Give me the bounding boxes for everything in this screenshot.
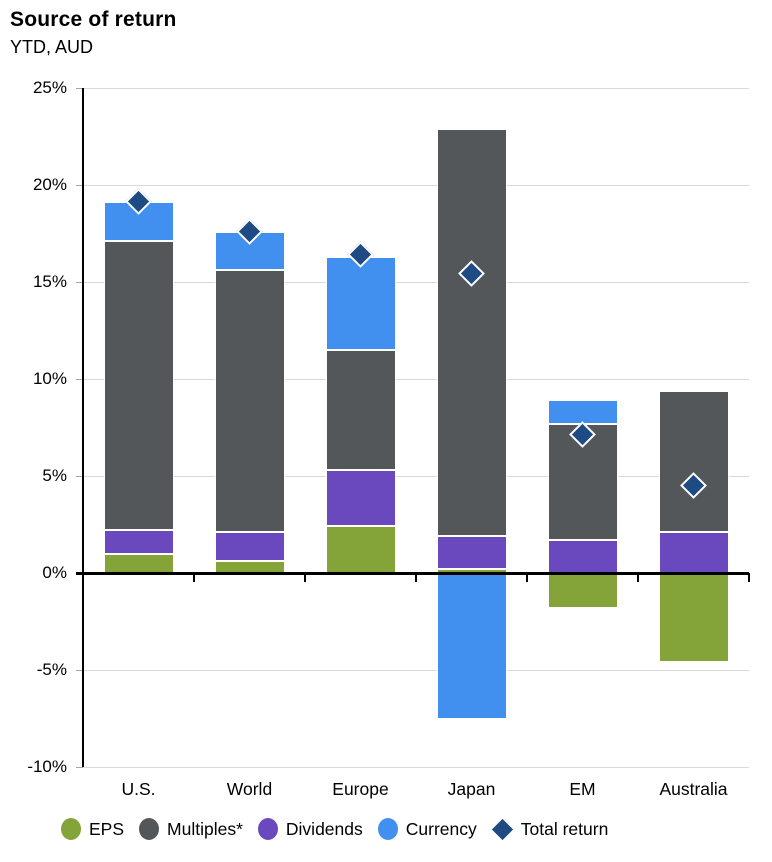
x-axis-category-label-u-s: U.S. xyxy=(121,779,156,799)
bar-segment-japan-currency xyxy=(436,573,507,719)
bar-segment-em-eps xyxy=(547,573,618,608)
bar-segment-u-s-currency xyxy=(103,202,174,242)
circle-marker-icon xyxy=(139,818,160,840)
y-axis-tick xyxy=(76,281,83,283)
x-axis-category-label-japan: Japan xyxy=(447,779,496,799)
y-axis-tick xyxy=(76,669,83,671)
legend-item-total-return: Total return xyxy=(491,818,609,840)
legend-item-eps: EPS xyxy=(61,818,124,840)
y-axis-tick-label: 5% xyxy=(42,466,67,485)
bar-segment-world-dividends xyxy=(214,532,285,562)
x-axis-tick xyxy=(748,573,750,582)
x-axis-tick xyxy=(637,573,639,582)
y-axis-tick xyxy=(76,378,83,380)
bar-segment-world-multiples xyxy=(214,270,285,533)
bar-segment-europe-dividends xyxy=(325,470,396,527)
gridline--5 xyxy=(83,669,749,671)
x-axis-tick xyxy=(415,573,417,582)
circle-marker-icon xyxy=(257,818,278,840)
zero-axis-line xyxy=(76,571,749,575)
legend-label: Currency xyxy=(405,818,477,839)
x-axis-tick xyxy=(304,573,306,582)
bar-segment-australia-dividends xyxy=(658,532,729,573)
x-axis-category-label-world: World xyxy=(226,779,273,799)
y-axis-tick-label: -10% xyxy=(27,757,67,776)
x-axis-tick xyxy=(193,573,195,582)
y-axis-tick-label: -5% xyxy=(36,660,67,679)
y-axis-tick-label: 20% xyxy=(32,175,67,194)
x-axis-category-label-europe: Europe xyxy=(332,779,389,799)
y-axis-tick xyxy=(76,766,83,768)
bar-segment-u-s-multiples xyxy=(103,241,174,531)
bar-segment-europe-currency xyxy=(325,256,396,350)
diamond-marker-icon xyxy=(491,818,513,840)
legend: EPS Multiples* Dividends Currency Total retu… xyxy=(61,818,608,840)
gridline-10 xyxy=(83,378,749,380)
bar-segment-japan-multiples xyxy=(436,128,507,537)
y-axis-tick-label: 0% xyxy=(42,563,67,582)
gridline-25 xyxy=(83,87,749,89)
legend-item-dividends: Dividends xyxy=(257,818,363,840)
bar-segment-australia-multiples xyxy=(658,390,729,533)
chart-subtitle: YTD, AUD xyxy=(10,37,94,57)
bar-segment-u-s-dividends xyxy=(103,530,174,554)
y-axis-tick-label: 25% xyxy=(32,78,67,97)
bar-segment-em-multiples xyxy=(547,423,618,540)
y-axis-tick-label: 15% xyxy=(32,272,67,291)
y-axis-tick xyxy=(76,475,83,477)
y-axis-tick xyxy=(76,184,83,186)
y-axis-tick-label: 10% xyxy=(32,369,67,388)
circle-marker-icon xyxy=(377,818,398,840)
x-axis-tick xyxy=(526,573,528,582)
x-axis-category-label-australia: Australia xyxy=(659,779,728,799)
bar-segment-em-dividends xyxy=(547,540,618,573)
y-axis-line xyxy=(82,88,84,767)
gridline-15 xyxy=(83,281,749,283)
legend-label: Total return xyxy=(520,818,609,839)
bar-segment-australia-eps xyxy=(658,573,729,663)
legend-item-currency: Currency xyxy=(377,818,477,840)
gridline-5 xyxy=(83,475,749,477)
x-axis-category-label-em: EM xyxy=(569,779,596,799)
bar-segment-u-s-eps xyxy=(103,553,174,573)
legend-label: Dividends xyxy=(285,818,363,839)
bar-segment-europe-multiples xyxy=(325,349,396,471)
gridline-20 xyxy=(83,184,749,186)
legend-label: EPS xyxy=(89,818,125,839)
legend-label: Multiples* xyxy=(167,818,243,839)
gridline--10 xyxy=(83,766,749,768)
bar-segment-japan-dividends xyxy=(436,536,507,570)
chart-title: Source of return xyxy=(10,8,177,31)
bar-segment-europe-eps xyxy=(325,526,396,573)
legend-item-multiples: Multiples* xyxy=(139,818,243,840)
y-axis-tick xyxy=(76,87,83,89)
circle-marker-icon xyxy=(61,818,81,840)
